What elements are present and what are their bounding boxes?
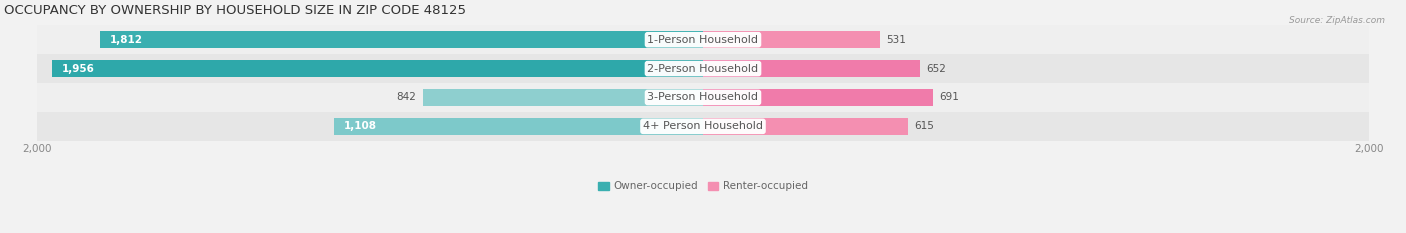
- Bar: [335, 118, 703, 135]
- Text: 3-Person Household: 3-Person Household: [648, 93, 758, 103]
- Bar: [38, 25, 1368, 54]
- Text: 652: 652: [927, 64, 946, 74]
- Text: 842: 842: [396, 93, 416, 103]
- Bar: [703, 89, 934, 106]
- Text: 1,812: 1,812: [110, 35, 143, 45]
- Bar: [38, 54, 1368, 83]
- Bar: [703, 31, 880, 48]
- Text: Source: ZipAtlas.com: Source: ZipAtlas.com: [1289, 16, 1385, 25]
- Bar: [703, 60, 920, 77]
- Text: 1,108: 1,108: [344, 121, 377, 131]
- Text: 531: 531: [886, 35, 907, 45]
- Bar: [38, 83, 1368, 112]
- Legend: Owner-occupied, Renter-occupied: Owner-occupied, Renter-occupied: [595, 177, 811, 195]
- Bar: [100, 31, 703, 48]
- Bar: [38, 112, 1368, 141]
- Text: 1-Person Household: 1-Person Household: [648, 35, 758, 45]
- Text: 4+ Person Household: 4+ Person Household: [643, 121, 763, 131]
- Bar: [52, 60, 703, 77]
- Bar: [703, 118, 908, 135]
- Bar: [423, 89, 703, 106]
- Text: 615: 615: [914, 121, 934, 131]
- Text: 2-Person Household: 2-Person Household: [647, 64, 759, 74]
- Text: 691: 691: [939, 93, 959, 103]
- Text: 1,956: 1,956: [62, 64, 96, 74]
- Text: OCCUPANCY BY OWNERSHIP BY HOUSEHOLD SIZE IN ZIP CODE 48125: OCCUPANCY BY OWNERSHIP BY HOUSEHOLD SIZE…: [4, 4, 467, 17]
